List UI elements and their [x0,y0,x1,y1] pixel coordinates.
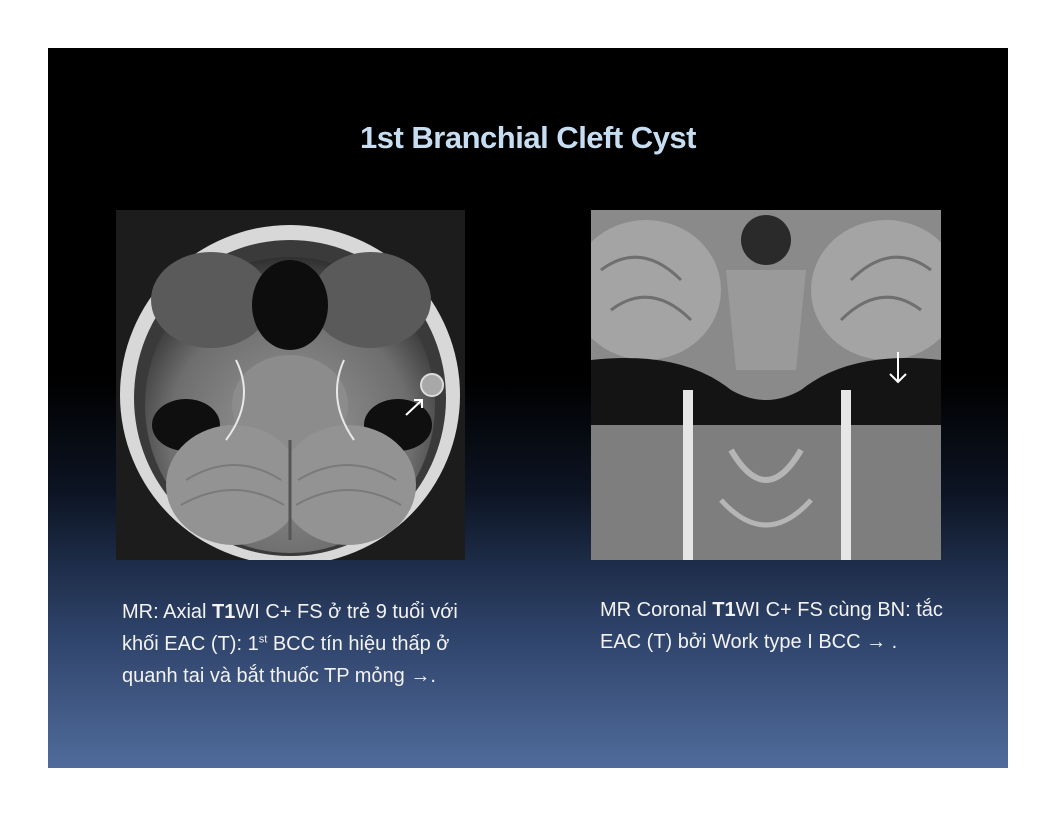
caption-text: WI C+ FS cùng BN: tắc EAC (T) bởi Work t… [600,599,943,653]
caption-text-bold: T1 [212,601,236,623]
caption-text: MR: Axial [122,601,213,623]
caption-superscript: st [258,633,268,646]
slide: 1st Branchial Cleft Cyst [48,48,1008,768]
caption-text-bold: T1 [712,599,736,621]
caption-text: BCC tín hiệu thấp ở quanh tai và bắt thu… [122,633,450,687]
caption-text: MR Coronal [600,599,713,621]
axial-image-caption: MR: Axial T1WI C+ FS ở trẻ 9 tuổi với kh… [122,596,482,692]
coronal-mri-image [591,210,941,560]
caption-text: WI C+ FS ở trẻ 9 tuổi với khối EAC (T): … [122,601,458,655]
slide-title: 1st Branchial Cleft Cyst [360,120,697,155]
arrow-icon: → [410,665,431,687]
arrow-icon: → [866,631,887,653]
caption-text: . [430,665,436,687]
axial-mri-image [116,210,465,560]
caption-text: . [886,631,898,653]
coronal-image-caption: MR Coronal T1WI C+ FS cùng BN: tắc EAC (… [600,594,950,658]
